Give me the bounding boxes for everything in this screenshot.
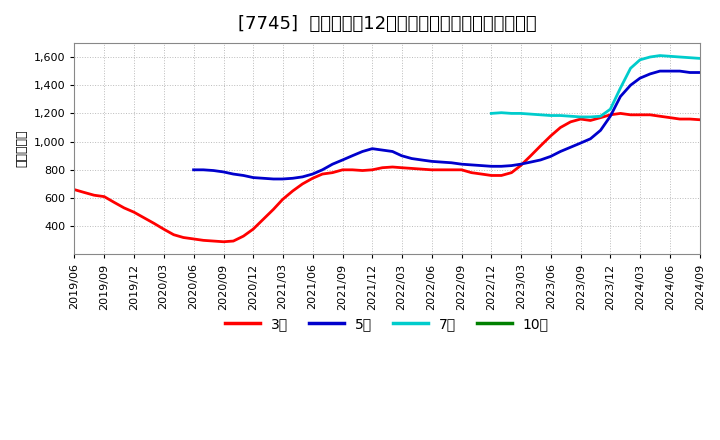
Line: 7年: 7年: [491, 55, 700, 117]
Line: 5年: 5年: [194, 71, 700, 179]
Title: [7745]  当期純利益12か月移動合計の標準偏差の推移: [7745] 当期純利益12か月移動合計の標準偏差の推移: [238, 15, 536, 33]
Line: 3年: 3年: [74, 114, 700, 242]
Legend: 3年, 5年, 7年, 10年: 3年, 5年, 7年, 10年: [220, 311, 554, 336]
Y-axis label: （百万円）: （百万円）: [15, 130, 28, 167]
